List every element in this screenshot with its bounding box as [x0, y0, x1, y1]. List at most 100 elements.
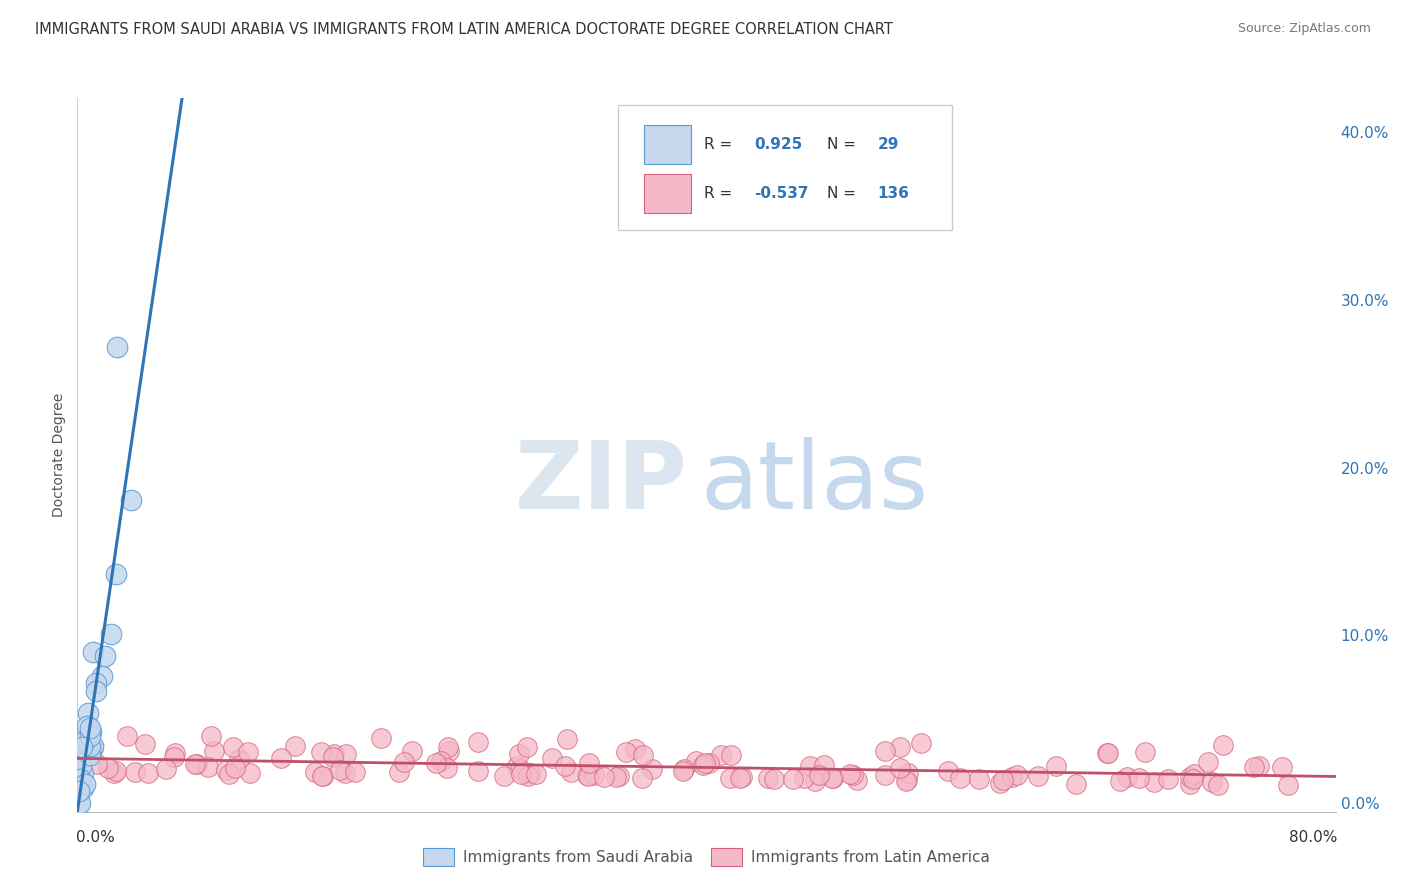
Point [526, 766, 548, 780]
Point [312, 768, 335, 782]
Text: atlas: atlas [700, 437, 928, 530]
Point [69, 772, 91, 787]
Point [136, 766, 159, 780]
Point [165, 747, 187, 761]
Point [79, 729, 101, 743]
Text: 80.0%: 80.0% [1288, 830, 1337, 845]
Point [86, 757, 108, 772]
Point [873, 768, 896, 782]
Point [344, 764, 367, 779]
Point [467, 764, 489, 779]
Text: N =: N = [827, 186, 862, 201]
Point [1005, 768, 1028, 782]
Point [505, 759, 527, 773]
Point [576, 769, 599, 783]
Point [1157, 772, 1180, 786]
Text: IMMIGRANTS FROM SAUDI ARABIA VS IMMIGRANTS FROM LATIN AMERICA DOCTORATE DEGREE C: IMMIGRANTS FROM SAUDI ARABIA VS IMMIGRAN… [35, 22, 893, 37]
Point [1180, 771, 1202, 785]
Point [540, 751, 562, 765]
Point [103, 766, 125, 780]
Text: -0.537: -0.537 [755, 186, 808, 201]
Text: Source: ZipAtlas.com: Source: ZipAtlas.com [1237, 22, 1371, 36]
Point [425, 756, 447, 770]
Point [685, 754, 707, 768]
Point [100, 627, 122, 641]
Point [695, 756, 717, 771]
Point [782, 772, 804, 786]
Point [439, 744, 461, 758]
Point [631, 748, 654, 763]
Point [155, 762, 177, 776]
Point [762, 772, 785, 786]
Point [436, 740, 458, 755]
Point [889, 740, 911, 755]
Point [186, 756, 208, 771]
Point [519, 766, 541, 780]
Point [115, 729, 138, 743]
Point [82, 740, 104, 755]
Point [1109, 774, 1132, 789]
Point [333, 766, 356, 780]
Point [631, 772, 654, 786]
Point [1128, 771, 1150, 785]
Point [1095, 746, 1118, 760]
Text: R =: R = [704, 186, 737, 201]
Point [94, 649, 117, 664]
Point [517, 769, 540, 783]
Point [576, 768, 599, 782]
Point [578, 756, 600, 771]
Point [77, 739, 100, 753]
Point [820, 771, 842, 785]
Point [793, 771, 815, 785]
Point [492, 769, 515, 783]
Point [842, 767, 865, 781]
Point [1001, 770, 1024, 784]
Point [1247, 759, 1270, 773]
Point [936, 764, 959, 779]
Point [124, 765, 146, 780]
Point [897, 766, 920, 780]
Point [80, 725, 103, 739]
Point [1197, 756, 1219, 770]
Point [228, 752, 250, 766]
Point [967, 772, 990, 787]
Point [79, 739, 101, 753]
Point [184, 756, 207, 771]
Point [70, 759, 93, 773]
FancyBboxPatch shape [644, 174, 692, 213]
Point [1181, 772, 1204, 786]
Point [988, 776, 1011, 790]
Point [76, 718, 98, 732]
Text: ZIP: ZIP [515, 437, 688, 530]
Text: 136: 136 [877, 186, 910, 201]
Point [554, 759, 576, 773]
Point [73, 777, 96, 791]
Point [624, 742, 647, 756]
Point [335, 747, 357, 762]
Point [672, 762, 695, 776]
Point [239, 765, 262, 780]
Point [509, 763, 531, 777]
Point [163, 750, 186, 764]
Point [889, 762, 911, 776]
Point [720, 747, 742, 762]
Point [808, 768, 831, 782]
Point [516, 739, 538, 754]
Point [436, 761, 458, 775]
Point [202, 744, 225, 758]
Point [710, 748, 733, 763]
Point [1201, 775, 1223, 789]
FancyBboxPatch shape [644, 125, 692, 164]
Point [896, 773, 918, 788]
Point [105, 340, 128, 354]
Text: 0.0%: 0.0% [76, 830, 115, 845]
Point [388, 765, 411, 780]
Point [329, 763, 352, 777]
Point [1243, 760, 1265, 774]
Point [401, 744, 423, 758]
Text: R =: R = [704, 136, 737, 152]
Point [582, 768, 605, 782]
Text: N =: N = [827, 136, 862, 152]
Point [1143, 775, 1166, 789]
Point [697, 756, 720, 770]
